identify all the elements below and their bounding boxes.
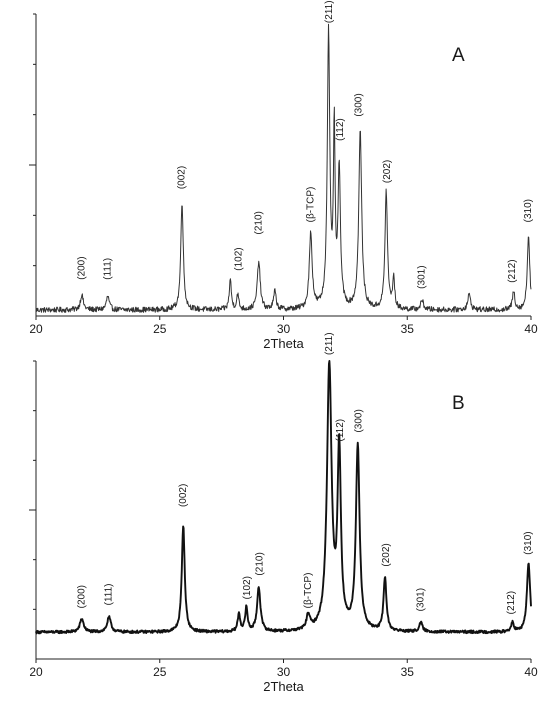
- peak-label: (210): [253, 211, 264, 234]
- peak-label: (202): [382, 160, 393, 183]
- peak-label: (102): [234, 247, 245, 270]
- peak-label: (212): [507, 259, 518, 282]
- x-axis-title: 2Theta: [263, 336, 304, 351]
- panel-a-chart: 20 25 30 35 40 2Theta A (200) (111) (002) (102) (21…: [29, 0, 538, 351]
- peak-label: (300): [354, 93, 365, 116]
- peak-label: (111): [102, 258, 113, 280]
- peak-label: (301): [417, 265, 428, 288]
- x-tick-label: 35: [401, 665, 415, 679]
- peak-label: (002): [177, 166, 188, 189]
- peak-label: (β-TCP): [303, 573, 314, 609]
- xrd-pattern-line: [35, 360, 532, 635]
- x-tick-label: 40: [524, 665, 538, 679]
- peak-label: (200): [76, 585, 87, 608]
- peak-label: (301): [416, 588, 427, 611]
- peak-label: (112): [335, 419, 346, 442]
- x-tick-label: 40: [524, 322, 538, 336]
- peak-label: (β-TCP): [305, 187, 316, 223]
- peak-label: (112): [335, 118, 346, 141]
- peak-label: (310): [523, 531, 534, 554]
- x-tick-label: 30: [277, 322, 291, 336]
- xrd-pattern-line: [35, 23, 532, 313]
- x-tick-label: 25: [153, 322, 167, 336]
- peak-label: (300): [354, 409, 365, 432]
- x-tick-label: 35: [401, 322, 415, 336]
- x-tick-label: 25: [153, 665, 167, 679]
- x-tick-label: 30: [277, 665, 291, 679]
- peak-label: (002): [178, 484, 189, 507]
- peak-label: (202): [381, 543, 392, 566]
- peak-label: (211): [324, 0, 335, 23]
- panel-label: B: [452, 393, 465, 414]
- peak-label: (200): [76, 256, 87, 279]
- peak-label: (111): [104, 583, 115, 605]
- peak-label: (210): [255, 552, 266, 575]
- x-tick-label: 20: [29, 665, 43, 679]
- x-axis-title: 2Theta: [263, 679, 304, 694]
- peak-label: (102): [242, 576, 253, 599]
- peak-label: (211): [324, 332, 335, 355]
- peak-label: (212): [506, 591, 517, 614]
- panel-label: A: [452, 45, 465, 66]
- peak-label: (310): [523, 199, 534, 222]
- x-tick-label: 20: [29, 322, 43, 336]
